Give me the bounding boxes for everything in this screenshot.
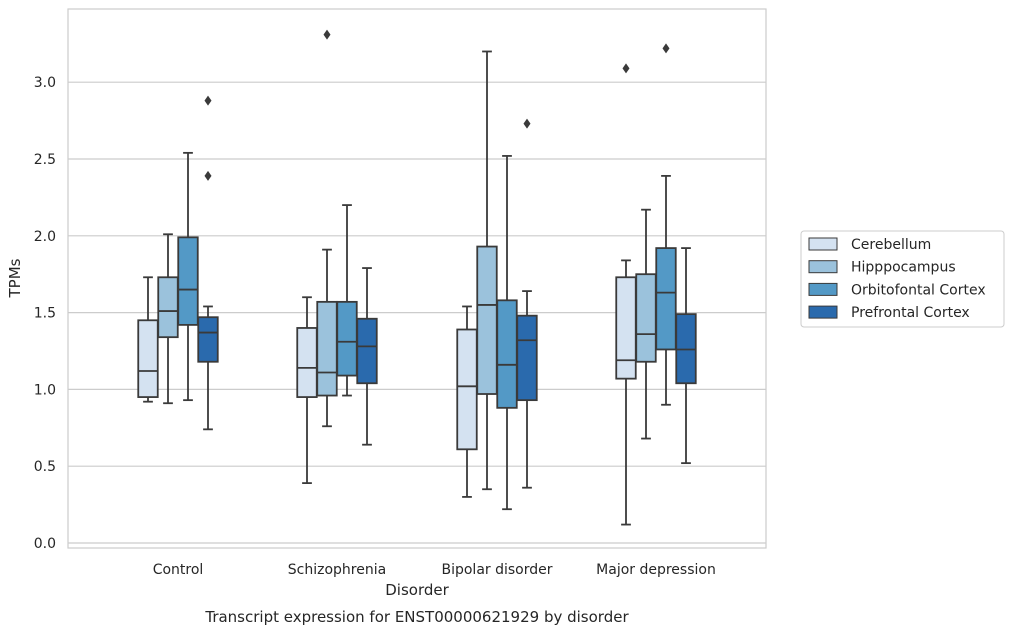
y-axis-title: TPMs	[6, 258, 24, 298]
box	[157, 276, 179, 339]
box	[655, 247, 677, 351]
box	[476, 245, 498, 395]
box	[316, 300, 338, 397]
box	[496, 299, 518, 409]
y-tick-label: 0.0	[34, 536, 56, 552]
series-prefrontal-cortex	[197, 95, 697, 489]
outlier-marker	[204, 95, 212, 106]
legend-label: Prefrontal Cortex	[851, 305, 970, 321]
x-tick-label: Bipolar disorder	[441, 562, 552, 578]
x-axis-title: Disorder	[385, 581, 449, 599]
legend: Cerebellum Hipppocampus Orbitofontal Corte…	[800, 230, 1005, 328]
legend-label: Cerebellum	[851, 237, 931, 253]
box	[336, 300, 358, 377]
y-tick-label: 2.5	[34, 152, 56, 168]
y-tick-label: 2.0	[34, 229, 56, 245]
x-tick-label: Control	[153, 562, 204, 578]
legend-label: Hipppocampus	[851, 260, 956, 276]
outlier-marker	[323, 29, 331, 40]
outlier-marker	[204, 170, 212, 181]
box	[356, 317, 378, 385]
box-groups	[137, 29, 697, 526]
chart-caption: Transcript expression for ENST0000062192…	[204, 608, 629, 626]
gridlines	[68, 81, 766, 544]
x-tick-label: Major depression	[596, 562, 716, 578]
legend-swatch	[808, 305, 838, 319]
box	[615, 276, 637, 380]
box	[137, 319, 159, 398]
box	[296, 327, 318, 398]
y-tick-label: 3.0	[34, 75, 56, 91]
series-cerebellum	[137, 63, 637, 526]
x-tick-labels: Control Schizophrenia Bipolar disorder Majo…	[153, 562, 716, 578]
y-tick-labels: 0.0 0.5 1.0 1.5 2.0 2.5 3.0	[34, 75, 56, 552]
box	[635, 273, 657, 363]
box	[197, 316, 219, 363]
legend-swatch	[808, 260, 838, 274]
y-tick-label: 0.5	[34, 459, 56, 475]
legend-label: Orbitofontal Cortex	[851, 282, 986, 298]
box	[516, 314, 538, 402]
outlier-marker	[523, 118, 531, 129]
box	[177, 236, 199, 326]
legend-swatch	[808, 237, 838, 251]
legend-frame	[800, 230, 1005, 328]
series-hipppocampus	[157, 29, 657, 491]
series-orbitofontal-cortex	[177, 43, 677, 511]
y-tick-label: 1.0	[34, 382, 56, 398]
legend-swatch	[808, 282, 838, 296]
y-tick-label: 1.5	[34, 306, 56, 322]
outlier-marker	[662, 43, 670, 54]
x-tick-label: Schizophrenia	[288, 562, 386, 578]
box	[456, 328, 478, 451]
outlier-marker	[622, 63, 630, 74]
